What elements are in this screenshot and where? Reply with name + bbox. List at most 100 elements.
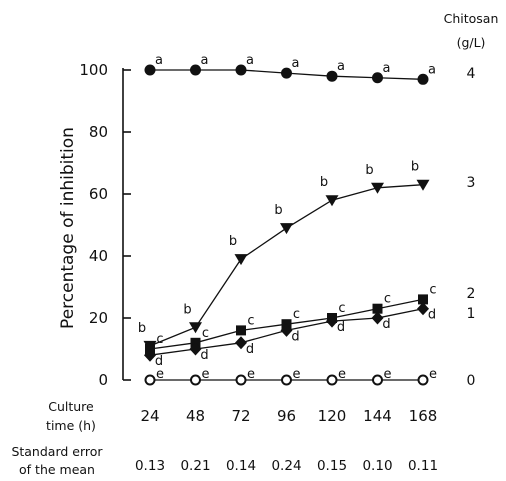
sem-label-line-2: of the mean [19, 462, 95, 477]
significance-letter: c [384, 292, 391, 307]
data-point-2 [372, 303, 383, 314]
x-axis-label-line-2: time (h) [46, 418, 96, 433]
y-tick-label: 80 [89, 123, 108, 141]
data-point-0 [326, 374, 338, 386]
sem-label: Standard error of the mean [11, 444, 103, 477]
data-point-0 [417, 374, 429, 386]
y-ticks: 0 20 40 60 80 100 [79, 61, 131, 389]
series-label-0: 0 [467, 373, 476, 389]
sem-value: 0.13 [135, 458, 165, 474]
significance-letter: a [428, 62, 436, 77]
significance-letter: c [338, 301, 345, 316]
data-point-4 [281, 67, 292, 79]
significance-letter: b [274, 203, 282, 218]
significance-letter: d [291, 329, 299, 344]
significance-letter: c [293, 307, 300, 322]
legend-title-line-1: Chitosan [444, 11, 499, 26]
significance-letter: b [229, 234, 237, 249]
data-point-4 [144, 64, 156, 76]
data-point-3 [416, 179, 430, 191]
significance-letter: c [202, 326, 209, 341]
significance-letter: d [246, 342, 254, 357]
data-point-1 [144, 348, 156, 362]
x-tick-label: 96 [277, 407, 296, 425]
data-point-2 [418, 294, 428, 305]
significance-letter: b [138, 321, 146, 336]
significance-letter: a [155, 53, 163, 68]
series-label-1: 1 [467, 306, 476, 322]
data-point-4 [326, 70, 338, 82]
data-point-4 [372, 72, 383, 84]
sem-values: 0.13 0.21 0.14 0.24 0.15 0.10 0.11 [135, 458, 438, 474]
x-tick-label: 168 [409, 407, 438, 425]
y-tick-label: 40 [89, 247, 108, 265]
data-point-0 [144, 374, 156, 386]
sem-value: 0.10 [362, 458, 392, 474]
sem-value: 0.14 [226, 458, 256, 474]
data-point-3 [234, 254, 248, 266]
significance-letter: a [246, 53, 254, 68]
significance-letter: a [337, 59, 345, 74]
significance-letter: e [202, 367, 210, 382]
x-axis-label-line-1: Culture [48, 399, 94, 414]
significance-letter: b [365, 163, 373, 178]
x-tick-label: 48 [186, 407, 205, 425]
y-tick-label: 20 [89, 309, 108, 327]
data-point-1 [326, 314, 338, 328]
x-tick-label: 24 [140, 407, 159, 425]
data-point-3 [189, 322, 202, 334]
x-tick-label: 144 [363, 407, 392, 425]
y-tick-label: 100 [79, 61, 108, 79]
data-point-0 [372, 374, 383, 386]
significance-letter: d [382, 317, 390, 332]
sem-label-line-1: Standard error [11, 444, 103, 459]
significance-letter: a [292, 56, 300, 71]
legend-title: Chitosan (g/L) [444, 11, 499, 50]
data-point-1 [189, 342, 202, 356]
significance-letter: e [293, 367, 301, 382]
y-tick-label: 0 [98, 371, 108, 389]
significance-letter: e [429, 367, 437, 382]
legend-title-line-2: (g/L) [457, 35, 486, 50]
y-axis-label: Percentage of inhibition [58, 127, 78, 329]
data-point-4 [417, 73, 429, 85]
sem-value: 0.11 [408, 458, 438, 474]
significance-letter: b [411, 160, 419, 175]
data-point-4 [190, 64, 201, 76]
y-tick-label: 60 [89, 185, 108, 203]
data-point-4 [235, 64, 247, 76]
data-point-3 [325, 195, 339, 207]
sem-value: 0.24 [271, 458, 301, 474]
data-point-0 [190, 374, 201, 386]
data-point-0 [281, 374, 292, 386]
data-point-1 [280, 323, 293, 337]
data-point-1 [371, 311, 384, 325]
x-tick-labels: 24 48 72 96 120 144 168 [140, 407, 437, 425]
data-point-1 [417, 302, 429, 316]
significance-letter: e [338, 367, 346, 382]
significance-letter: d [428, 308, 436, 323]
significance-letter: e [156, 367, 164, 382]
significance-letter: e [247, 367, 255, 382]
series-label-2: 2 [467, 286, 476, 302]
significance-letter: c [156, 332, 163, 347]
series-label-3: 3 [467, 175, 476, 191]
data-point-3 [371, 182, 384, 194]
significance-letter: d [155, 354, 163, 369]
sem-value: 0.15 [317, 458, 347, 474]
significance-letter: c [247, 313, 254, 328]
series-labels: 4 3 2 1 0 [467, 66, 476, 389]
significance-letter: a [383, 61, 391, 76]
x-tick-label: 72 [231, 407, 250, 425]
data-point-0 [235, 374, 247, 386]
significance-letter: a [201, 53, 209, 68]
data-point-1 [235, 336, 247, 350]
sem-value: 0.21 [180, 458, 210, 474]
significance-letter: d [200, 348, 208, 363]
series-label-4: 4 [467, 66, 476, 82]
significance-letter: d [337, 320, 345, 335]
significance-letter: b [183, 302, 191, 317]
x-axis-label: Culture time (h) [46, 399, 96, 433]
